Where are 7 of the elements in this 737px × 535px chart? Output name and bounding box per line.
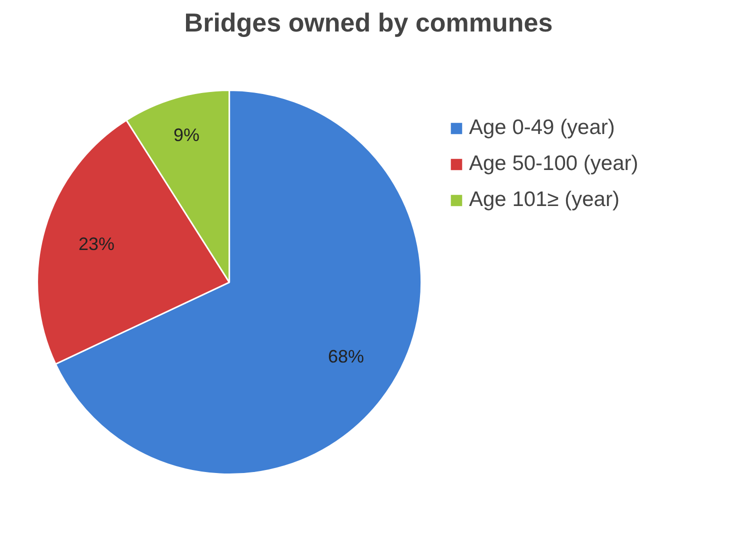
data-label: 9% — [173, 124, 200, 145]
chart-title: Bridges owned by communes — [184, 8, 553, 38]
legend-label: Age 101≥ (year) — [469, 188, 620, 212]
legend-label: Age 0-49 (year) — [469, 116, 615, 140]
legend-label: Age 50-100 (year) — [469, 152, 638, 176]
data-label: 23% — [78, 234, 115, 254]
data-label: 68% — [328, 346, 364, 366]
